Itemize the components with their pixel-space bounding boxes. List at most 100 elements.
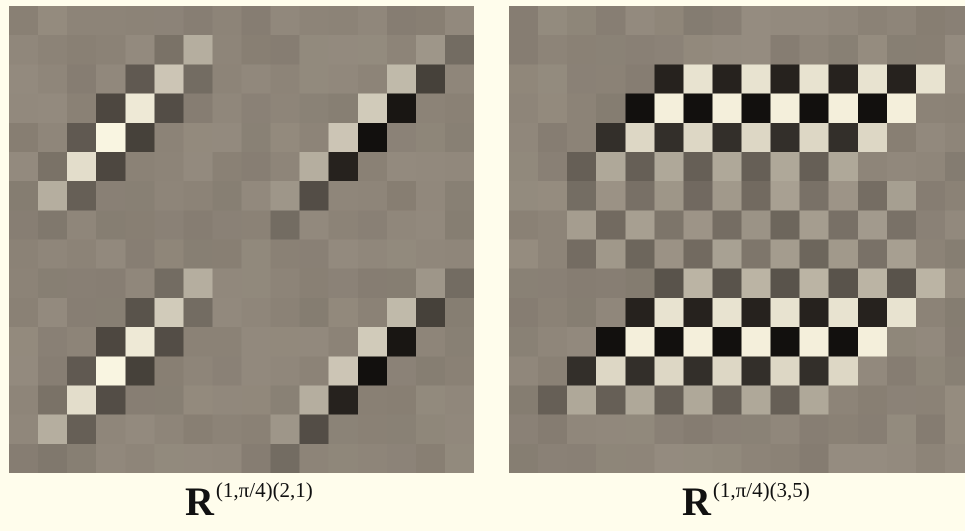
left-pixel: [270, 64, 301, 95]
left-pixel: [357, 35, 388, 65]
left-pixel: [67, 268, 97, 299]
right-pixel: [567, 35, 597, 65]
left-pixel: [125, 414, 155, 445]
right-pixel: [654, 210, 684, 241]
left-pixel: [154, 122, 184, 153]
left-pixel: [67, 327, 97, 357]
right-pixel: [654, 297, 684, 328]
left-pixel: [38, 297, 68, 328]
left-pixel: [212, 122, 243, 153]
left-pixel: [125, 35, 155, 65]
right-pixel: [799, 93, 830, 124]
right-pixel: [625, 210, 655, 241]
left-pixel: [299, 6, 330, 36]
left-pixel: [67, 443, 97, 473]
right-pixel: [857, 443, 888, 473]
left-pixel: [67, 385, 97, 416]
right-pixel: [596, 443, 626, 473]
left-pixel: [9, 151, 39, 182]
left-pixel: [154, 327, 184, 357]
right-pixel: [596, 297, 626, 328]
left-pixel: [96, 414, 126, 445]
left-pixel: [270, 35, 301, 65]
right-pixel: [741, 327, 772, 357]
right-pixel: [944, 6, 965, 36]
left-pixel: [154, 35, 184, 65]
right-pixel: [683, 35, 714, 65]
right-pixel: [944, 239, 965, 270]
right-pixel: [538, 93, 568, 124]
right-pixel: [944, 297, 965, 328]
right-pixel: [799, 122, 830, 153]
right-pixel: [741, 210, 772, 241]
right-pixel: [828, 122, 859, 153]
left-pixel: [415, 327, 446, 357]
right-pixel: [567, 327, 597, 357]
right-pixel: [712, 122, 743, 153]
right-pixel: [509, 64, 539, 95]
left-pixel: [96, 443, 126, 473]
right-pixel: [741, 297, 772, 328]
right-pixel: [509, 181, 539, 211]
left-pixel: [444, 210, 474, 241]
right-pixel: [567, 210, 597, 241]
right-pixel: [683, 268, 714, 299]
right-pixel: [915, 239, 946, 270]
right-pixel: [625, 64, 655, 95]
left-pixel: [270, 385, 301, 416]
left-pixel: [328, 6, 359, 36]
left-pixel: [415, 122, 446, 153]
right-pixel: [741, 151, 772, 182]
right-pixel: [567, 268, 597, 299]
right-pixel: [683, 239, 714, 270]
right-pixel: [915, 327, 946, 357]
right-pixel: [654, 356, 684, 387]
right-pixel: [596, 93, 626, 124]
left-pixel: [386, 327, 417, 357]
left-pixel: [444, 268, 474, 299]
right-pixel: [857, 356, 888, 387]
right-pixel: [567, 239, 597, 270]
right-pixel: [915, 210, 946, 241]
right-pixel: [712, 6, 743, 36]
right-pixel: [596, 181, 626, 211]
right-pixel: [857, 93, 888, 124]
left-pixel: [183, 181, 214, 211]
right-pixel: [712, 356, 743, 387]
left-pixel: [328, 239, 359, 270]
right-pixel: [596, 268, 626, 299]
right-pixel: [567, 93, 597, 124]
right-pixel: [944, 64, 965, 95]
right-pixel: [857, 327, 888, 357]
right-pixel: [944, 443, 965, 473]
right-pixel: [770, 181, 801, 211]
left-pixel: [125, 64, 155, 95]
left-pixel: [444, 327, 474, 357]
left-pixel: [183, 327, 214, 357]
left-pixel: [212, 151, 243, 182]
left-pixel: [38, 151, 68, 182]
left-pixel: [241, 297, 272, 328]
left-pixel: [9, 93, 39, 124]
right-pixel: [625, 35, 655, 65]
right-pixel: [944, 93, 965, 124]
right-pixel: [538, 35, 568, 65]
right-pixel: [770, 356, 801, 387]
right-pixel: [538, 6, 568, 36]
right-pixel: [712, 268, 743, 299]
right-pixel: [915, 443, 946, 473]
right-pixel: [712, 239, 743, 270]
left-pixel: [299, 385, 330, 416]
filter-image-right: [509, 6, 965, 473]
left-pixel: [9, 297, 39, 328]
left-pixel: [154, 385, 184, 416]
left-pixel: [38, 443, 68, 473]
left-pixel: [328, 268, 359, 299]
left-pixel: [444, 181, 474, 211]
left-pixel: [357, 443, 388, 473]
left-pixel: [96, 151, 126, 182]
left-pixel: [67, 151, 97, 182]
right-pixel: [567, 443, 597, 473]
left-pixel: [241, 151, 272, 182]
right-pixel: [857, 385, 888, 416]
